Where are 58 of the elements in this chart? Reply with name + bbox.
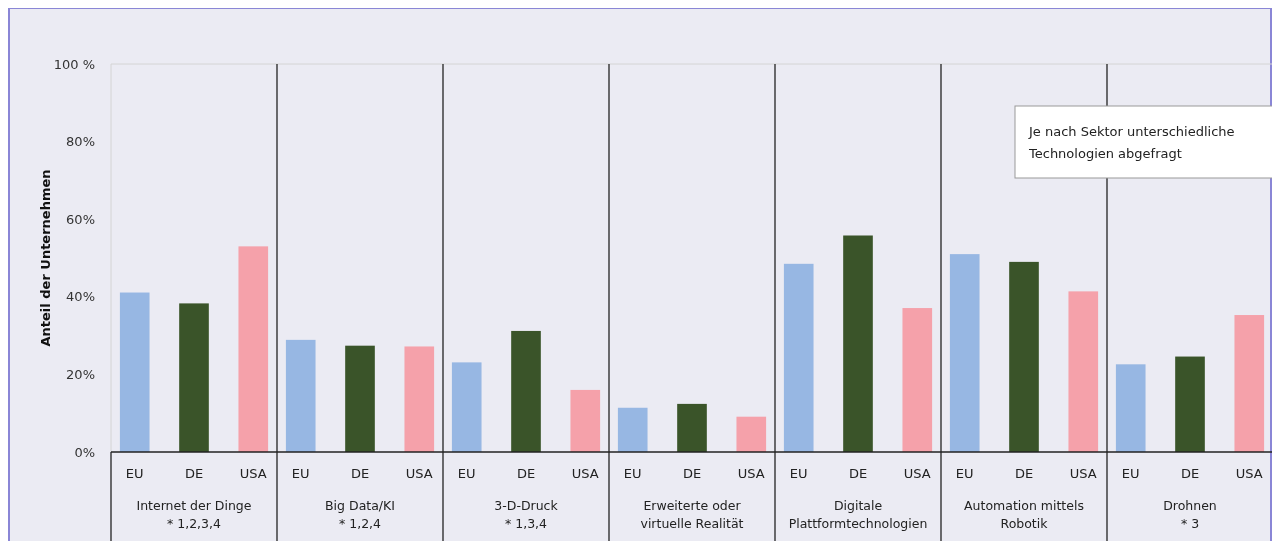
y-tick-label: 60% xyxy=(66,211,95,227)
text: EU xyxy=(623,466,642,481)
text: DE xyxy=(516,466,536,481)
x-tick-label: Internet der Dinge * 1,2,3,4 xyxy=(136,498,252,531)
text: USA xyxy=(1069,466,1097,481)
bar xyxy=(949,254,980,452)
text: USA xyxy=(405,466,433,481)
bar xyxy=(736,416,767,452)
bar xyxy=(285,339,316,452)
bar xyxy=(843,235,873,452)
text: EU xyxy=(789,466,808,481)
annotation: Je nach Sektor unterschiedliche Technologien abgefragt xyxy=(1028,124,1235,161)
note-box: Je nach Sektor unterschiedliche Technologien abgefragt xyxy=(1014,105,1272,179)
text: DE xyxy=(350,466,370,481)
x-tick-label: Drohnen * 3 xyxy=(1163,498,1217,531)
y-tick-label: 100 % xyxy=(53,56,95,72)
text: USA xyxy=(1235,466,1263,481)
bar xyxy=(404,346,435,452)
bar xyxy=(179,303,209,452)
text: EU xyxy=(955,466,974,481)
y-tick-label: 40% xyxy=(66,289,95,305)
bar xyxy=(119,292,150,452)
bar xyxy=(1068,291,1099,452)
bar xyxy=(570,389,601,452)
x-tick-label: 3-D-Druck * 1,3,4 xyxy=(494,498,559,531)
y-tick-label: 20% xyxy=(66,366,95,382)
x-tick-label: Erweiterte oder virtuelle Realität xyxy=(640,498,744,531)
y-tick-label: 0% xyxy=(74,444,95,460)
series-label: EU xyxy=(125,466,144,481)
bar xyxy=(451,362,482,452)
bar xyxy=(783,263,814,452)
x-tick-label: Digitale Plattformtechnologien xyxy=(788,498,928,531)
text: EU xyxy=(1121,466,1140,481)
x-tick-label: Automation mittels Robotik xyxy=(964,498,1084,531)
bar xyxy=(238,246,269,452)
text: DE xyxy=(682,466,702,481)
text: DE xyxy=(1014,466,1034,481)
bar xyxy=(1175,356,1205,452)
series-label: DE xyxy=(184,466,204,481)
text: DE xyxy=(848,466,868,481)
text: USA xyxy=(571,466,599,481)
bar xyxy=(617,407,648,452)
bar xyxy=(902,308,933,452)
text: USA xyxy=(737,466,765,481)
bar xyxy=(677,403,707,452)
text: EU xyxy=(457,466,476,481)
text: USA xyxy=(903,466,931,481)
bar xyxy=(345,345,375,452)
text: EU xyxy=(291,466,310,481)
bar xyxy=(1115,364,1146,452)
text: DE xyxy=(1180,466,1200,481)
bar xyxy=(1009,261,1039,452)
y-axis-title: Anteil der Unternehmen xyxy=(38,169,53,347)
y-tick-label: 80% xyxy=(66,134,95,150)
x-tick-label: Big Data/KI * 1,2,4 xyxy=(325,498,395,531)
series-label: USA xyxy=(239,466,267,481)
bar xyxy=(1234,315,1265,452)
bar xyxy=(511,330,541,452)
